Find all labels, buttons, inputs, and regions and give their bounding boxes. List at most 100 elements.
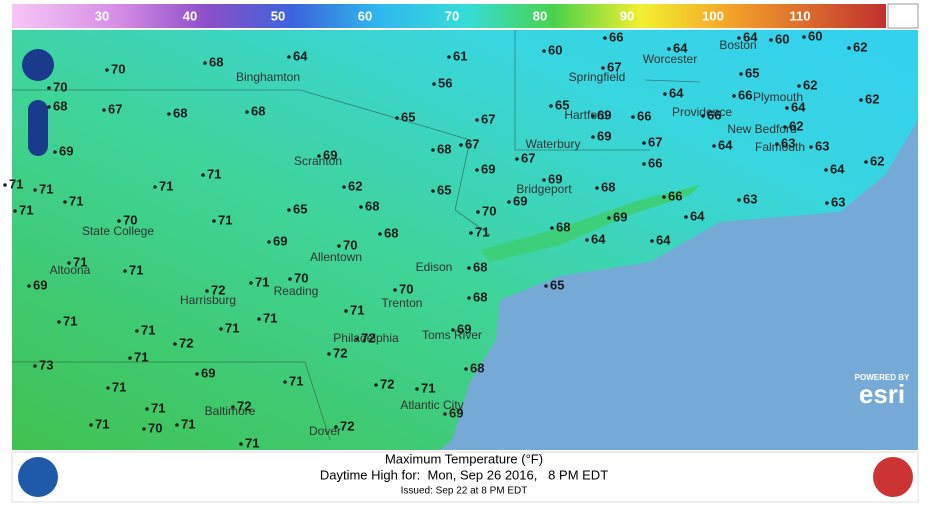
- station-dot: [287, 55, 291, 59]
- station-dot: [47, 105, 51, 109]
- station-dot: [550, 226, 554, 230]
- temperature-label: 72: [211, 282, 225, 297]
- temperature-label: 70: [343, 237, 357, 252]
- temperature-label: 69: [513, 193, 527, 208]
- temperature-label: 68: [470, 360, 484, 375]
- station-dot: [203, 61, 207, 65]
- color-bar: [12, 4, 886, 28]
- city-label: Trenton: [382, 296, 423, 310]
- temperature-label: 69: [33, 277, 47, 292]
- temperature-label: 65: [293, 201, 307, 216]
- esri-logo: esri: [859, 379, 905, 409]
- city-label: Philadelphia: [333, 331, 399, 345]
- station-dot: [89, 423, 93, 427]
- city-label: Baltimore: [205, 404, 256, 418]
- city-label: State College: [82, 224, 154, 238]
- station-dot: [650, 239, 654, 243]
- temperature-label: 65: [745, 65, 759, 80]
- temperature-label: 67: [607, 59, 621, 74]
- city-label: Springfield: [569, 70, 626, 84]
- temperature-label: 70: [399, 281, 413, 296]
- station-dot: [607, 216, 611, 220]
- station-dot: [175, 423, 179, 427]
- temperature-label: 71: [255, 274, 269, 289]
- station-dot: [153, 185, 157, 189]
- station-dot: [667, 47, 671, 51]
- station-dot: [603, 36, 607, 40]
- temperature-label: 71: [141, 322, 155, 337]
- station-dot: [544, 284, 548, 288]
- temperature-label: 68: [53, 98, 67, 113]
- station-dot: [475, 118, 479, 122]
- temperature-label: 67: [648, 134, 662, 149]
- temperature-label: 69: [481, 161, 495, 176]
- station-dot: [591, 114, 595, 118]
- station-dot: [631, 115, 635, 119]
- footer-subtitle: Daytime High for: Mon, Sep 26 2016, 8 PM…: [320, 467, 608, 482]
- temperature-label: 66: [707, 107, 721, 122]
- station-dot: [257, 317, 261, 321]
- station-dot: [662, 195, 666, 199]
- zoom-controls[interactable]: [22, 49, 54, 156]
- station-dot: [415, 387, 419, 391]
- temperature-label: 68: [365, 198, 379, 213]
- temperature-label: 68: [473, 289, 487, 304]
- temperature-label: 72: [333, 345, 347, 360]
- station-dot: [337, 244, 341, 248]
- temperature-label: 68: [173, 105, 187, 120]
- station-dot: [783, 125, 787, 129]
- temperature-label: 71: [9, 176, 23, 191]
- pan-button[interactable]: [22, 49, 54, 81]
- temperature-label: 64: [718, 137, 733, 152]
- station-dot: [239, 442, 243, 446]
- legend-label: 100: [702, 8, 724, 23]
- station-dot: [549, 104, 553, 108]
- station-dot: [342, 185, 346, 189]
- legend-label: 30: [95, 8, 109, 23]
- station-dot: [106, 386, 110, 390]
- station-dot: [13, 209, 17, 213]
- station-dot: [327, 352, 331, 356]
- temperature-label: 62: [865, 91, 879, 106]
- station-dot: [283, 380, 287, 384]
- temperature-label: 71: [134, 349, 148, 364]
- station-dot: [447, 55, 451, 59]
- station-dot: [3, 183, 7, 187]
- temperature-label: 71: [475, 224, 489, 239]
- temperature-label: 67: [108, 101, 122, 116]
- city-label: Dover: [309, 424, 341, 438]
- station-dot: [701, 114, 705, 118]
- station-dot: [135, 329, 139, 333]
- city-label: Reading: [274, 284, 319, 298]
- temperature-label: 73: [39, 357, 53, 372]
- temperature-label: 68: [437, 141, 451, 156]
- station-dot: [684, 215, 688, 219]
- station-dot: [128, 356, 132, 360]
- temperature-label: 64: [690, 208, 705, 223]
- boundaries: [12, 30, 701, 441]
- station-dot: [542, 178, 546, 182]
- temperature-label: 69: [548, 171, 562, 186]
- legend-label: 70: [445, 8, 459, 23]
- legend-label: 40: [183, 8, 197, 23]
- station-dot: [431, 148, 435, 152]
- city-label: Worcester: [643, 52, 697, 66]
- temperature-label: 66: [738, 87, 752, 102]
- station-dot: [67, 261, 71, 265]
- station-dot: [344, 309, 348, 313]
- temperature-label: 65: [437, 182, 451, 197]
- temperature-label: 66: [609, 29, 623, 44]
- temperature-label: 65: [555, 97, 569, 112]
- station-dot: [57, 320, 61, 324]
- station-dot: [464, 367, 468, 371]
- station-dot: [334, 425, 338, 429]
- zoom-slider[interactable]: [28, 100, 48, 156]
- temperature-label: 60: [775, 31, 789, 46]
- land: [12, 30, 918, 450]
- station-dot: [27, 284, 31, 288]
- station-dot: [475, 168, 479, 172]
- temperature-label: 63: [781, 135, 795, 150]
- temperature-label: 71: [207, 166, 221, 181]
- station-dot: [431, 189, 435, 193]
- temperature-label: 71: [69, 193, 83, 208]
